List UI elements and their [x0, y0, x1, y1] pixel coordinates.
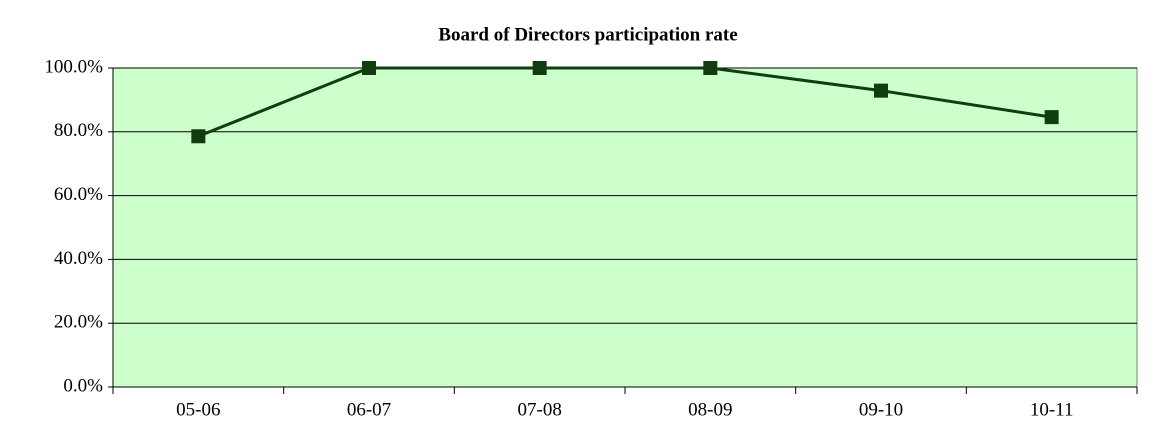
x-tick-label: 07-08: [518, 399, 562, 420]
marker: [532, 61, 547, 75]
line: [197, 66, 1052, 138]
x-tick-label: 08-09: [688, 399, 732, 420]
marker: [703, 61, 718, 75]
y-tick-label: 0.0%: [63, 375, 103, 396]
y-tick-label: 100.0%: [44, 56, 103, 77]
marker: [1044, 110, 1059, 125]
y-tick-label: 80.0%: [54, 120, 103, 141]
y-tick-label: 40.0%: [54, 248, 103, 269]
x-tick-label: 10-11: [1030, 399, 1074, 420]
marker: [191, 129, 206, 144]
y-tick-label: 60.0%: [54, 184, 103, 205]
marker: [874, 83, 888, 98]
x-tick-label: 09-10: [859, 399, 903, 420]
x-tick-label: 06-07: [347, 399, 391, 420]
x-tick-label: 05-06: [176, 399, 220, 420]
chart-title: Board of Directors participation rate: [438, 24, 737, 45]
plot-area: [112, 67, 1138, 388]
marker: [362, 61, 376, 75]
y-tick-label: 20.0%: [54, 312, 103, 333]
